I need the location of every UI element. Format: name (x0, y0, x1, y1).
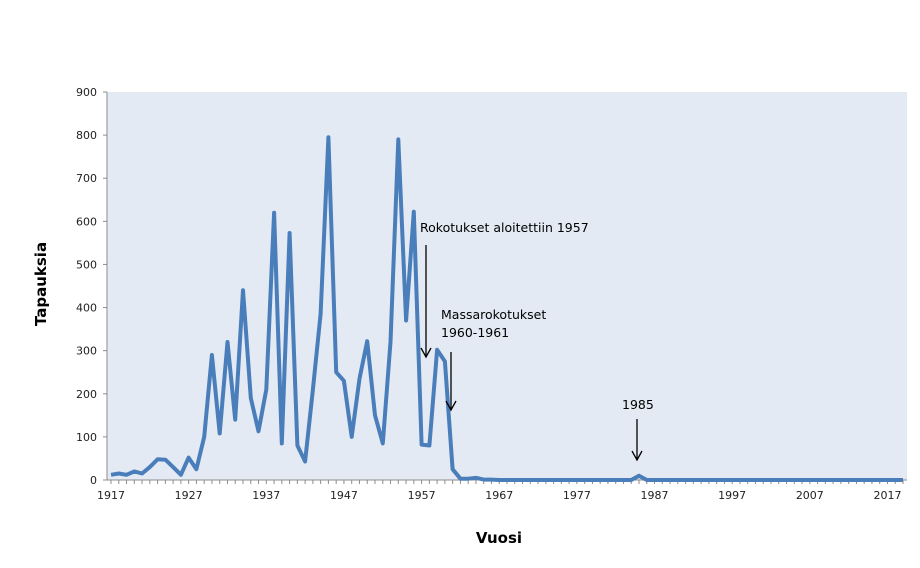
x-tick-label: 1947 (330, 489, 358, 502)
arrow-head-icon (420, 347, 432, 359)
x-tick-label: 1987 (641, 489, 669, 502)
x-tick-label: 2017 (873, 489, 901, 502)
plot-area (107, 92, 907, 480)
arrow-head-icon (445, 400, 457, 412)
x-tick-label: 1957 (408, 489, 436, 502)
y-tick-label: 900 (76, 86, 97, 99)
y-tick-label: 800 (76, 129, 97, 142)
x-tick-label: 1927 (175, 489, 203, 502)
x-tick-label: 1997 (718, 489, 746, 502)
x-tick-label: 1937 (252, 489, 280, 502)
y-tick-label: 400 (76, 302, 97, 315)
annotation-text: 1960-1961 (441, 325, 509, 340)
annotation-text: Rokotukset aloitettiin 1957 (420, 220, 589, 235)
x-tick-label: 1967 (485, 489, 513, 502)
annotation-text: Massarokotukset (441, 307, 546, 322)
y-tick-label: 500 (76, 258, 97, 271)
y-tick-label: 700 (76, 172, 97, 185)
y-tick-label: 100 (76, 431, 97, 444)
y-tick-label: 300 (76, 345, 97, 358)
arrow-head-icon (631, 450, 643, 462)
x-tick-label: 1917 (97, 489, 125, 502)
y-tick-label: 600 (76, 215, 97, 228)
annotation-text: 1985 (622, 397, 654, 412)
x-tick-label: 2007 (796, 489, 824, 502)
x-tick-label: 1977 (563, 489, 591, 502)
y-axis-title: Tapauksia (32, 242, 50, 326)
x-axis-title: Vuosi (476, 529, 522, 547)
y-tick-label: 0 (90, 474, 97, 487)
y-tick-label: 200 (76, 388, 97, 401)
